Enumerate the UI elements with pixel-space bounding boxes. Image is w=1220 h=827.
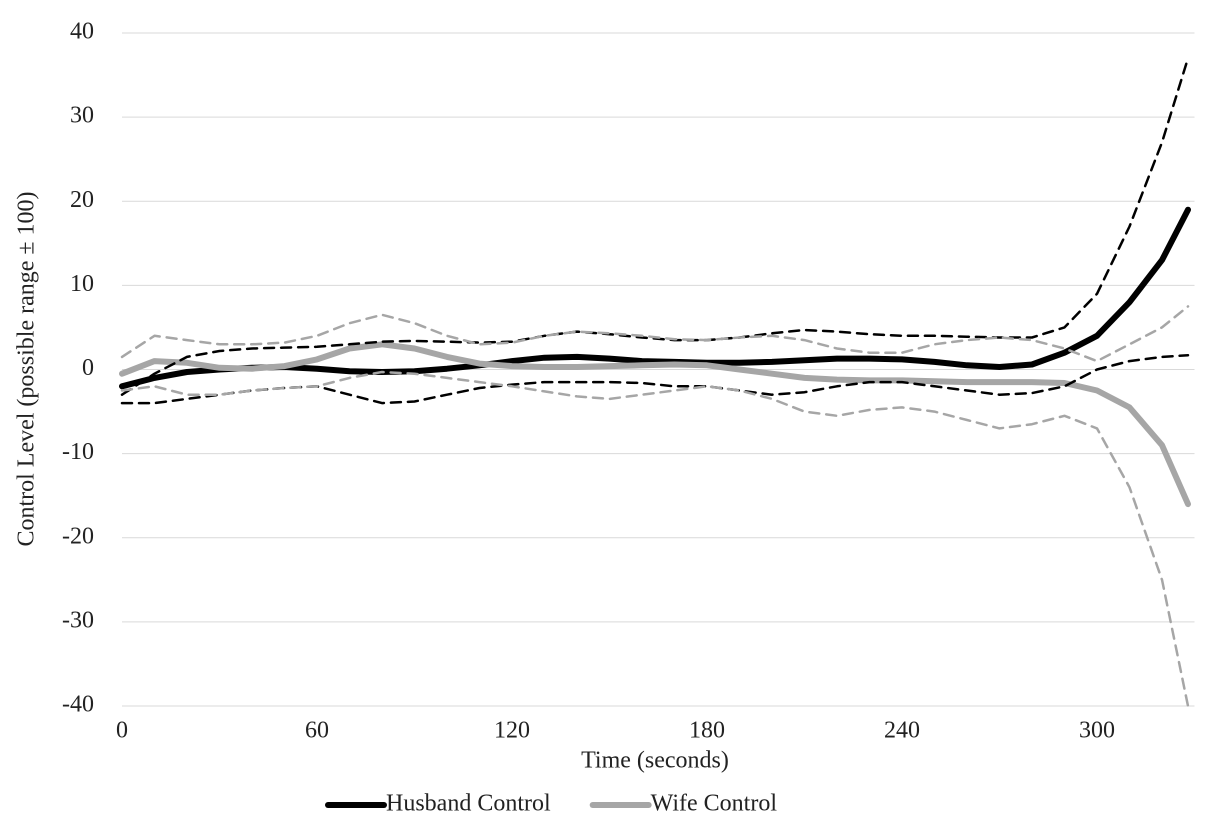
- legend-label: Husband Control: [386, 791, 551, 817]
- y-tick-label: 0: [82, 355, 94, 381]
- x-tick-label: 60: [305, 718, 329, 744]
- x-axis-label: Time (seconds): [581, 748, 729, 774]
- y-tick-label: -10: [62, 439, 94, 465]
- band-line: [120, 56, 1190, 396]
- series-line: [119, 341, 1191, 508]
- y-tick-label: 10: [70, 271, 94, 297]
- band-line: [120, 370, 1190, 708]
- x-tick-label: 240: [884, 718, 920, 744]
- x-tick-label: 300: [1079, 718, 1115, 744]
- y-tick-label: 40: [70, 19, 94, 45]
- x-tick-label: 180: [689, 718, 725, 744]
- legend-label: Wife Control: [651, 791, 778, 817]
- y-tick-label: 20: [70, 187, 94, 213]
- y-axis-label: Control Level (possible range ± 100): [14, 191, 40, 546]
- y-tick-label: -20: [62, 523, 94, 549]
- y-tick-label: -40: [62, 692, 94, 718]
- series-line: [119, 206, 1191, 390]
- x-tick-label: 0: [116, 718, 128, 744]
- x-tick-label: 120: [494, 718, 530, 744]
- band-line: [120, 305, 1190, 363]
- y-tick-label: -30: [62, 607, 94, 633]
- y-tick-label: 30: [70, 103, 94, 129]
